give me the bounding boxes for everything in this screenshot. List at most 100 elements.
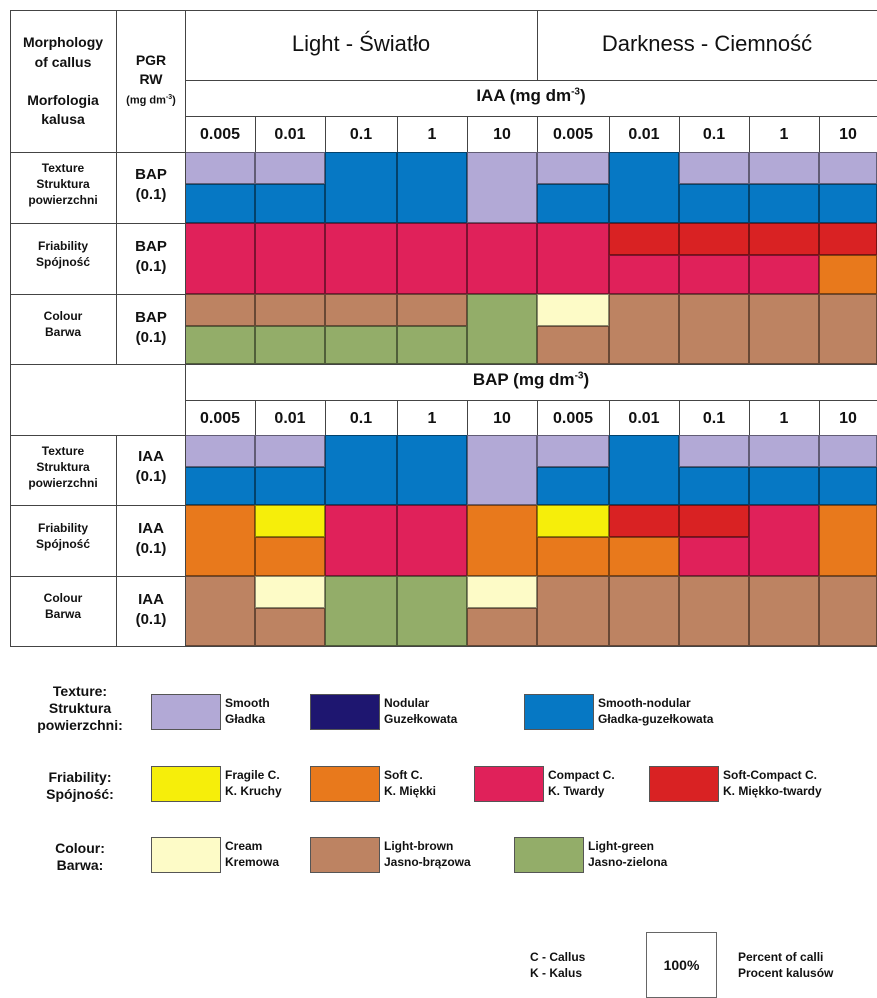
pgr-unit-close: ): [172, 94, 176, 107]
pgr-header: PGR: [135, 52, 167, 68]
data-cell-compact: [679, 255, 749, 294]
concentration-header: 0.01: [274, 126, 306, 143]
legend-swatch-smooth: [151, 694, 221, 730]
concentration-header: 0.005: [552, 126, 594, 143]
grid-line: [10, 10, 11, 364]
data-cell-smooth-nodular: [397, 152, 467, 223]
grid-line: [116, 10, 117, 364]
legend-title: Spójność:: [46, 786, 114, 802]
concentration-header: 0.005: [199, 126, 241, 143]
data-cell-smooth-nodular: [397, 435, 467, 505]
grid-line: [185, 10, 186, 364]
data-cell-light-brown: [679, 294, 749, 364]
data-cell-compact: [325, 223, 397, 294]
data-cell-light-brown: [609, 576, 679, 646]
data-cell-light-brown: [397, 294, 467, 326]
legend-item-label: K. Twardy: [548, 784, 605, 798]
legend-swatch-cream: [151, 837, 221, 873]
grid-line: [819, 116, 820, 152]
data-cell-soft: [819, 255, 877, 294]
data-cell-light-brown: [537, 326, 609, 364]
pgr-label: IAA: [138, 591, 164, 608]
section-label: BAP (mg dm-3): [185, 370, 877, 390]
grid-line: [609, 116, 610, 152]
pgr-label: BAP: [135, 238, 167, 255]
percent-scale-label: 100%: [663, 957, 700, 973]
grid-line: [467, 116, 468, 152]
data-cell-light-brown: [537, 576, 609, 646]
legend-swatch-soft-compact: [649, 766, 719, 802]
legend-item-label: Gładka-guzełkowata: [598, 712, 714, 726]
legend-item-label: K. Kruchy: [225, 784, 282, 798]
morphology-header: kalusa: [41, 111, 85, 127]
grid-line: [679, 400, 680, 435]
data-cell-light-brown: [255, 294, 325, 326]
data-cell-soft-compact: [819, 223, 877, 255]
data-cell-light-brown: [819, 294, 877, 364]
pgr-label: BAP: [135, 309, 167, 326]
data-cell-smooth: [537, 152, 609, 184]
legend-swatch-light-green: [514, 837, 584, 873]
data-cell-smooth-nodular: [537, 467, 609, 505]
pgr-unit-sup: -3: [165, 94, 173, 101]
property-label: Friability: [37, 521, 88, 535]
data-cell-smooth-nodular: [255, 184, 325, 223]
data-cell-light-brown: [325, 294, 397, 326]
legend-swatch-fragile: [151, 766, 221, 802]
property-label: Spójność: [35, 537, 90, 551]
legend-title: Colour:: [55, 840, 105, 856]
data-cell-smooth: [819, 435, 877, 467]
data-cell-compact: [185, 223, 255, 294]
concentration-header: 0.005: [552, 410, 594, 427]
pgr-label: (0.1): [135, 468, 167, 485]
data-cell-light-brown: [255, 608, 325, 646]
grid-line: [10, 435, 11, 646]
legend-item-label: Light-brown: [384, 839, 454, 853]
legend-item-label: Nodular: [384, 696, 430, 710]
data-cell-soft: [819, 505, 877, 576]
data-cell-light-brown: [185, 294, 255, 326]
property-label: Colour: [43, 591, 83, 605]
concentration-header: 0.1: [349, 126, 373, 143]
grid-line: [10, 364, 877, 365]
data-cell-smooth: [679, 152, 749, 184]
legend-swatch-soft: [310, 766, 380, 802]
concentration-header: 1: [779, 410, 789, 427]
data-cell-light-brown: [679, 576, 749, 646]
data-cell-light-brown: [467, 608, 537, 646]
data-cell-fragile: [537, 505, 609, 537]
concentration-header: 0.1: [702, 126, 726, 143]
legend-swatch-smooth-nodular: [524, 694, 594, 730]
legend-item-label: Fragile C.: [225, 768, 280, 782]
grid-line: [325, 400, 326, 435]
legend-item-label: Light-green: [588, 839, 654, 853]
data-cell-soft: [255, 537, 325, 576]
grid-line: [185, 364, 186, 646]
data-cell-soft: [185, 505, 255, 576]
pgr-header: RW: [139, 71, 163, 87]
data-cell-soft: [467, 505, 537, 576]
legend-item-label: Gładka: [225, 712, 266, 726]
grid-line: [185, 80, 877, 81]
property-label: powierzchni: [28, 193, 98, 207]
grid-line: [537, 116, 538, 152]
data-cell-soft: [537, 537, 609, 576]
data-cell-smooth: [185, 152, 255, 184]
legend-title: Struktura: [48, 700, 112, 716]
property-label: Barwa: [44, 607, 82, 621]
grid-line: [10, 364, 11, 435]
data-cell-smooth: [467, 435, 537, 505]
section-label-close: ): [580, 86, 586, 105]
pgr-label: (0.1): [135, 611, 167, 628]
data-cell-light-brown: [185, 576, 255, 646]
data-cell-light-green: [397, 326, 467, 364]
data-cell-smooth-nodular: [255, 467, 325, 505]
pgr-label: (0.1): [135, 186, 167, 203]
grid-line: [185, 116, 877, 117]
section-label-text: BAP (mg dm: [472, 370, 575, 389]
data-cell-smooth: [679, 435, 749, 467]
data-cell-soft: [609, 537, 679, 576]
legend-item-label: Soft-Compact C.: [723, 768, 817, 782]
morphology-header: Morphology: [22, 34, 104, 50]
grid-line: [749, 116, 750, 152]
